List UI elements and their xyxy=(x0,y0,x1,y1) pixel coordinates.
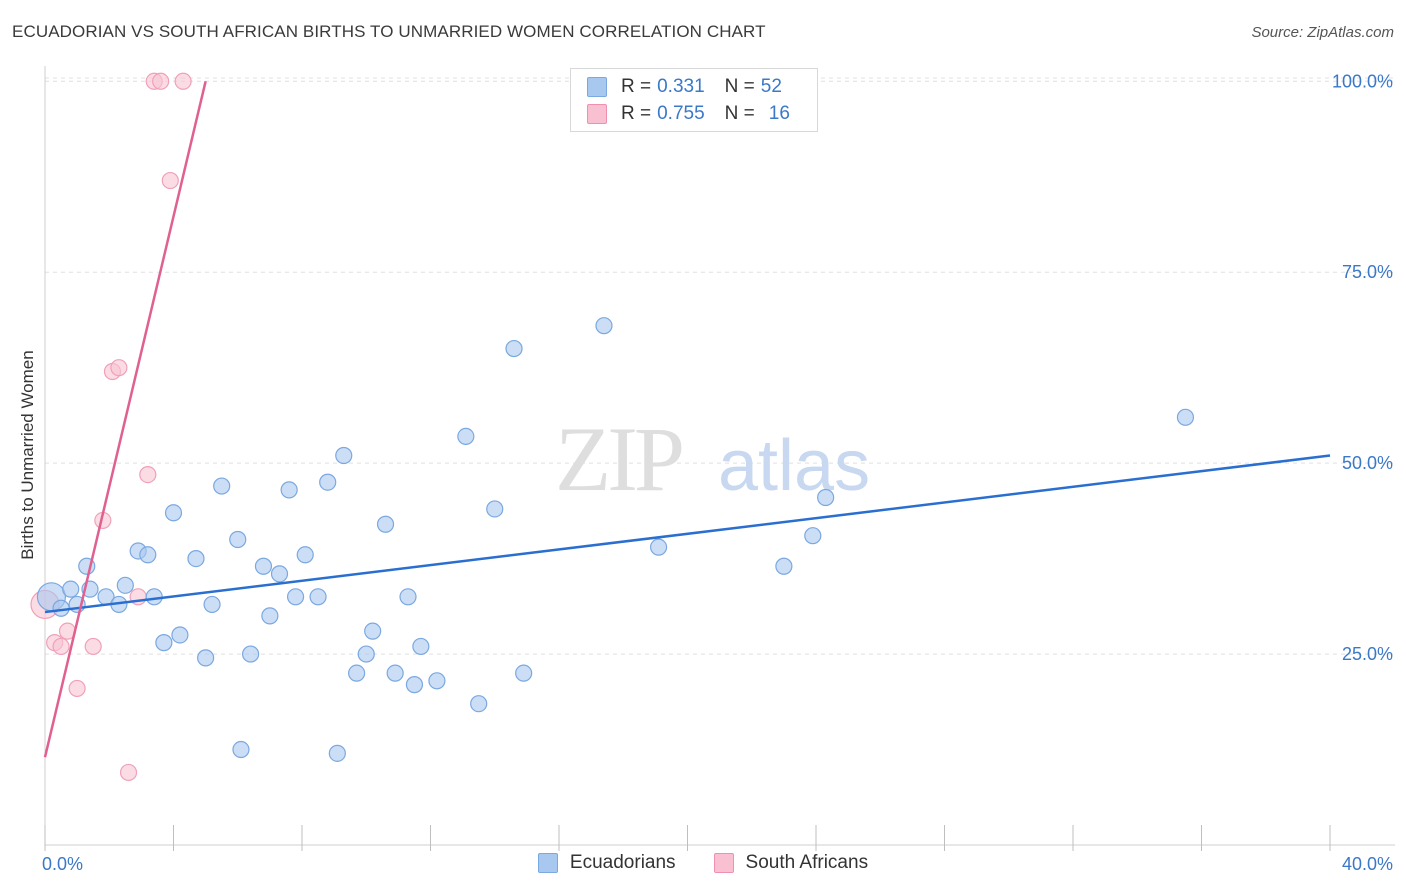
legend-swatch-blue xyxy=(587,77,607,97)
south-african-point xyxy=(152,72,170,90)
ecuadorian-point xyxy=(595,317,613,335)
watermark-zip: ZIP xyxy=(555,408,682,510)
ecuadorian-point xyxy=(804,527,822,545)
legend-n-label: N = xyxy=(724,76,755,97)
x-tick-label: 0.0% xyxy=(42,854,83,874)
series-label: South Africans xyxy=(745,852,869,873)
ecuadorian-point xyxy=(775,557,793,575)
ecuadorian-point xyxy=(364,622,382,640)
ecuadorian-point xyxy=(187,550,205,568)
series-legend: Ecuadorians South Africans xyxy=(0,852,1406,874)
ecuadorian-point xyxy=(139,546,157,564)
legend-row-south-africans: R = 0.755 N = 16 xyxy=(587,101,790,127)
ecuadorian-point xyxy=(457,427,475,446)
south-african-point xyxy=(68,679,86,698)
y-axis-title: Births to Unmarried Women xyxy=(18,350,37,560)
south-african-point xyxy=(110,359,128,377)
source-label: Source: ZipAtlas.com xyxy=(1251,24,1394,41)
ecuadorian-point xyxy=(213,477,231,495)
ecuadorian-point xyxy=(254,557,273,575)
legend-n-value: 52 xyxy=(760,76,782,97)
ecuadorian-point xyxy=(197,649,215,667)
ecuadorian-point xyxy=(171,626,189,644)
legend-row-ecuadorians: R = 0.331 N = 52 xyxy=(587,74,782,100)
ecuadorian-point xyxy=(145,588,163,606)
ecuadorian-point xyxy=(261,607,279,625)
ecuadorian-point xyxy=(229,530,247,549)
ecuadorian-point xyxy=(319,473,337,491)
ecuadorian-point xyxy=(62,580,80,598)
ecuadorian-point xyxy=(232,740,250,759)
ecuadorian-point xyxy=(357,645,375,663)
series-swatch-blue xyxy=(537,853,558,873)
legend-n-label: N = xyxy=(724,103,755,124)
south-african-trend-line xyxy=(43,80,207,758)
ecuadorian-point xyxy=(348,664,366,682)
legend-r-value: 0.755 xyxy=(657,103,705,124)
series-swatch-pink xyxy=(713,853,734,873)
ecuadorian-point xyxy=(296,546,314,564)
correlation-legend: R = 0.331 N = 52 R = 0.755 N = 16 xyxy=(570,68,818,132)
ecuadorian-point xyxy=(203,595,221,614)
south-african-point xyxy=(119,763,138,782)
y-tick-label: 75.0% xyxy=(1342,262,1393,282)
series-legend-south-africans[interactable]: South Africans xyxy=(713,852,869,874)
ecuadorian-point xyxy=(242,645,260,663)
ecuadorian-point xyxy=(428,672,446,690)
ecuadorian-point xyxy=(280,481,298,499)
ecuadorian-point xyxy=(649,538,668,556)
ecuadorian-point xyxy=(116,576,134,594)
x-tick-label: 40.0% xyxy=(1342,854,1393,874)
legend-swatch-pink xyxy=(587,104,607,124)
ecuadorian-point xyxy=(405,676,424,694)
ecuadorian-point xyxy=(486,500,504,518)
south-african-point xyxy=(139,465,157,484)
ecuadorian-point xyxy=(376,515,395,533)
series-legend-ecuadorians[interactable]: Ecuadorians xyxy=(537,852,676,874)
series-label: Ecuadorians xyxy=(569,852,676,873)
ecuadorian-point xyxy=(399,588,417,606)
ecuadorian-point xyxy=(309,588,327,606)
ecuadorian-point xyxy=(270,565,289,583)
chart-title: ECUADORIAN VS SOUTH AFRICAN BIRTHS TO UN… xyxy=(12,22,766,41)
ecuadorian-point xyxy=(817,488,835,507)
ecuadorian-trend-line xyxy=(44,454,1331,614)
ecuadorian-point xyxy=(505,339,523,358)
y-tick-label: 100.0% xyxy=(1332,71,1393,91)
ecuadorian-point xyxy=(1176,408,1195,426)
south-african-point xyxy=(84,637,102,656)
ecuadorian-point xyxy=(286,588,305,606)
legend-r-label: R = xyxy=(621,103,652,124)
ecuadorian-point xyxy=(412,637,430,656)
ecuadorian-point xyxy=(164,504,183,522)
legend-r-label: R = xyxy=(621,76,652,97)
watermark-atlas: atlas xyxy=(718,426,870,506)
y-tick-label: 50.0% xyxy=(1342,453,1393,473)
south-african-point xyxy=(161,171,179,190)
south-african-point xyxy=(52,637,70,656)
ecuadorian-point xyxy=(515,664,533,682)
y-tick-label: 25.0% xyxy=(1342,644,1393,664)
ecuadorian-point xyxy=(386,664,404,682)
legend-r-value: 0.331 xyxy=(657,76,705,97)
ecuadorian-point xyxy=(328,744,346,762)
ecuadorian-point xyxy=(155,634,173,652)
legend-n-value: 16 xyxy=(768,103,790,124)
ecuadorian-point xyxy=(335,446,353,465)
ecuadorian-point xyxy=(470,695,488,713)
south-african-point xyxy=(174,72,192,90)
